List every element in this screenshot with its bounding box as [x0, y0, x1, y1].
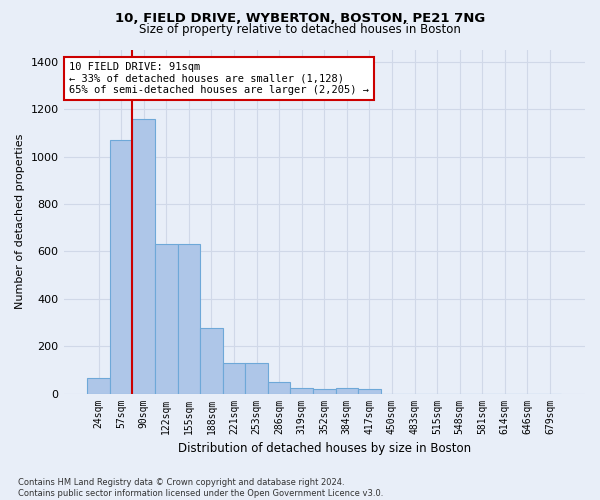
Bar	[290, 388, 313, 394]
Bar	[313, 389, 335, 394]
Bar	[245, 363, 268, 394]
Bar	[268, 382, 290, 394]
Y-axis label: Number of detached properties: Number of detached properties	[15, 134, 25, 310]
Text: 10 FIELD DRIVE: 91sqm
← 33% of detached houses are smaller (1,128)
65% of semi-d: 10 FIELD DRIVE: 91sqm ← 33% of detached …	[69, 62, 369, 95]
Bar	[200, 328, 223, 394]
Text: 10, FIELD DRIVE, WYBERTON, BOSTON, PE21 7NG: 10, FIELD DRIVE, WYBERTON, BOSTON, PE21 …	[115, 12, 485, 26]
Bar	[133, 118, 155, 394]
Bar	[110, 140, 133, 394]
Bar	[155, 244, 178, 394]
Bar	[358, 389, 381, 394]
Bar	[178, 244, 200, 394]
Bar	[87, 378, 110, 394]
Bar	[223, 363, 245, 394]
Text: Size of property relative to detached houses in Boston: Size of property relative to detached ho…	[139, 22, 461, 36]
X-axis label: Distribution of detached houses by size in Boston: Distribution of detached houses by size …	[178, 442, 471, 455]
Bar	[335, 388, 358, 394]
Text: Contains HM Land Registry data © Crown copyright and database right 2024.
Contai: Contains HM Land Registry data © Crown c…	[18, 478, 383, 498]
